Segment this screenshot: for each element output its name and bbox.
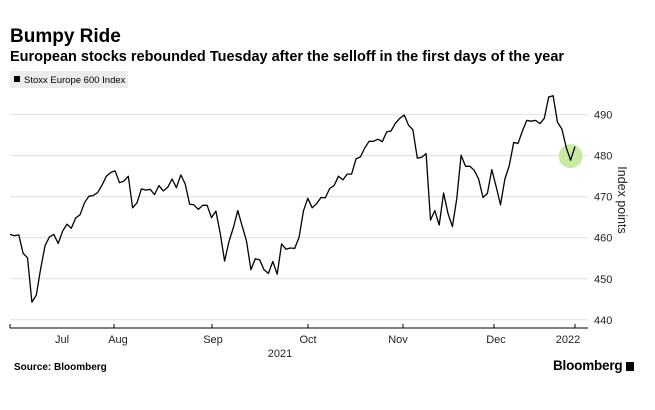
- x-year-label: 2021: [268, 348, 292, 360]
- x-tick-label: 2022: [556, 334, 580, 346]
- y-axis-ticks: 440 450 460 470 480 490: [594, 110, 612, 327]
- y-tick-label: 460: [594, 233, 612, 245]
- x-axis-ticks: Jul Aug Sep Oct Nov Dec 2022 2021: [9, 324, 580, 360]
- chart-subtitle: European stocks rebounded Tuesday after …: [10, 49, 565, 65]
- x-tick-label: Aug: [108, 334, 128, 346]
- y-tick-label: 440: [594, 315, 612, 327]
- x-tick-label: Dec: [486, 334, 506, 346]
- y-tick-label: 470: [594, 192, 612, 204]
- chart-title: Bumpy Ride: [10, 26, 121, 47]
- y-tick-label: 490: [594, 110, 612, 122]
- terminal-icon: [626, 362, 635, 371]
- source-note: Source: Bloomberg: [14, 362, 107, 373]
- x-tick-label: Jul: [55, 334, 69, 346]
- brand-logo: Bloomberg: [553, 358, 635, 373]
- x-tick-label: Sep: [203, 334, 223, 346]
- gridlines: [10, 114, 588, 321]
- y-axis-label: Index points: [615, 166, 629, 233]
- brand-text: Bloomberg: [553, 358, 623, 373]
- highlight-marker: [558, 144, 583, 169]
- legend-label: Stoxx Europe 600 Index: [24, 75, 126, 86]
- legend-box: [10, 71, 128, 88]
- y-tick-label: 450: [594, 274, 612, 286]
- x-tick-label: Oct: [299, 334, 316, 346]
- y-tick-label: 480: [594, 151, 612, 163]
- x-tick-label: Nov: [388, 334, 408, 346]
- legend-swatch: [14, 76, 20, 82]
- series-line: [9, 95, 576, 303]
